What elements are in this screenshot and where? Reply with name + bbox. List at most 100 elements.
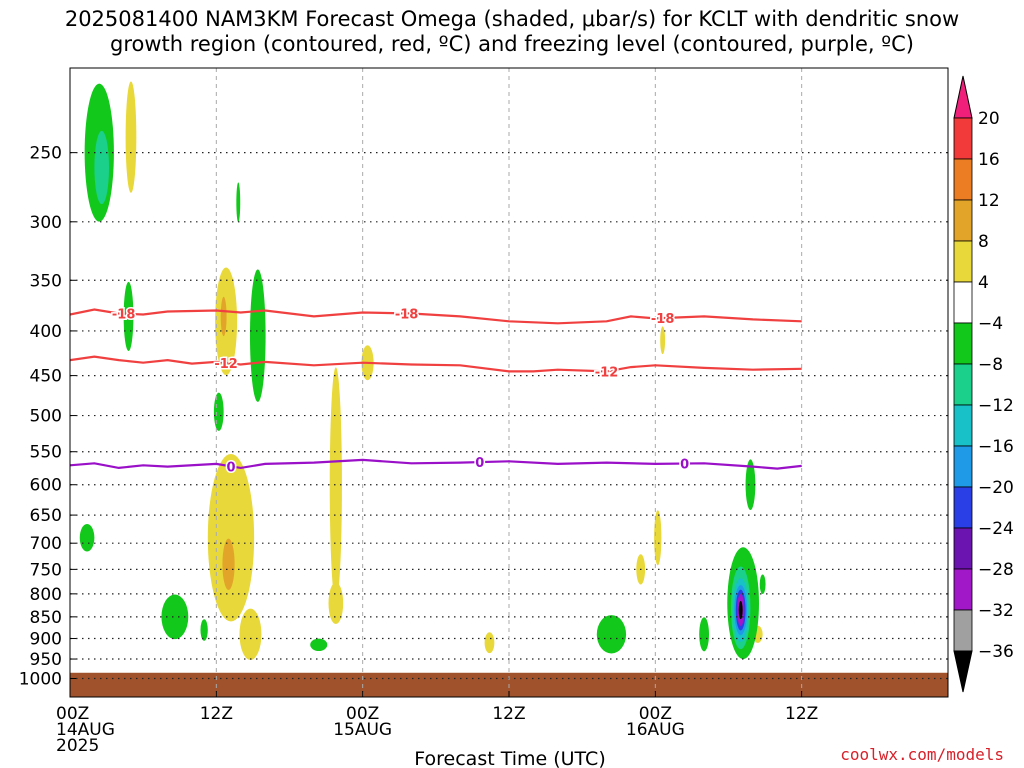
contour-line-1	[70, 355, 802, 373]
y-tick-label: 300	[30, 213, 62, 233]
omega-shade-23	[596, 615, 627, 654]
colorbar-box	[953, 281, 973, 324]
omega-shade-0	[125, 81, 137, 193]
colorbar-label: −28	[978, 560, 1014, 580]
x-tick-label: 00Z	[56, 704, 89, 724]
plot-inner: -18 -18 -18 -12 -12 0 0 0	[70, 68, 948, 697]
colorbar-box	[953, 568, 973, 611]
colorbar-label: 16	[978, 150, 1000, 170]
y-tick-label: 950	[30, 650, 62, 670]
colorbar: 20 16 12 8 4 −4 −8 −12 −16 −20 −24 −28 −32 −36	[953, 75, 1014, 693]
omega-shade-26	[759, 574, 766, 594]
omega-shade-18	[213, 392, 224, 431]
colorbar-label: 20	[978, 109, 1000, 129]
x-tick-label: 16AUG	[626, 720, 685, 740]
y-tick-label: 250	[30, 144, 62, 164]
colorbar-label: 4	[978, 273, 989, 293]
contour-label: -12	[214, 357, 238, 372]
colorbar-label: −12	[978, 396, 1014, 416]
y-tick-label: 1000	[19, 669, 62, 689]
colorbar-box	[953, 486, 973, 529]
y-tick-label: 800	[30, 585, 62, 605]
colorbar-box	[953, 322, 973, 365]
omega-shade-7	[484, 632, 495, 654]
x-tick-label: 2025	[56, 736, 99, 756]
omega-shade-20	[79, 523, 95, 552]
colorbar-box	[953, 158, 973, 201]
x-tick-label: 12Z	[785, 704, 818, 724]
omega-shade-16	[249, 269, 266, 402]
y-tick-label: 700	[30, 534, 62, 554]
x-tick-label: 15AUG	[333, 720, 392, 740]
y-tick-label: 550	[30, 443, 62, 463]
chart-title-line-2: growth region (contoured, red, ºC) and f…	[110, 32, 914, 56]
colorbar-label: −24	[978, 519, 1014, 539]
contour-line-0	[70, 308, 802, 325]
colorbar-label: −32	[978, 601, 1014, 621]
contour-label: -18	[112, 308, 136, 323]
contour-label: -18	[395, 307, 419, 322]
x-tick-label: 12Z	[492, 704, 525, 724]
omega-shade-25	[745, 459, 756, 511]
y-tick-label: 450	[30, 367, 62, 387]
omega-shade-2	[207, 453, 255, 622]
omega-shade-3	[239, 608, 262, 660]
omega-shade-27	[699, 617, 709, 652]
contour-label: -12	[595, 365, 619, 380]
colorbar-box	[953, 363, 973, 406]
x-tick-label: 00Z	[639, 704, 672, 724]
omega-shade-5	[328, 582, 344, 625]
omega-shade-34	[738, 601, 743, 620]
colorbar-label: −16	[978, 437, 1014, 457]
y-tick-label: 900	[30, 630, 62, 650]
colorbar-box	[953, 609, 973, 652]
omega-shade-9	[654, 510, 662, 566]
x-tick-label: 12Z	[200, 704, 233, 724]
omega-shade-13	[220, 296, 227, 337]
colorbar-box	[953, 240, 973, 283]
colorbar-box	[953, 404, 973, 447]
omega-shade-22	[310, 638, 328, 652]
colorbar-label: −4	[978, 314, 1003, 334]
x-tick-label: 00Z	[346, 704, 379, 724]
colorbar-label: −8	[978, 355, 1003, 375]
colorbar-label: 8	[978, 232, 989, 252]
y-tick-label: 750	[30, 560, 62, 580]
colorbar-box	[953, 527, 973, 570]
colorbar-label: −20	[978, 478, 1014, 498]
y-tick-label: 850	[30, 608, 62, 628]
credit-link[interactable]: coolwx.com/models	[840, 745, 1004, 764]
colorbar-bottom-arrow	[953, 650, 973, 693]
colorbar-label: 12	[978, 191, 1000, 211]
colorbar-label: −36	[978, 642, 1014, 662]
contour-label: 0	[475, 456, 484, 471]
omega-shade-10	[660, 326, 666, 355]
contour-label: 0	[226, 460, 235, 475]
omega-shade-28	[94, 130, 110, 205]
plot-area: -18 -18 -18 -12 -12 0 0 0	[69, 67, 949, 698]
omega-shade-19	[161, 594, 189, 640]
y-tick-label: 600	[30, 476, 62, 496]
omega-shade-12	[222, 538, 235, 590]
colorbar-box	[953, 199, 973, 242]
omega-shade-15	[123, 281, 134, 352]
x-axis-title: Forecast Time (UTC)	[414, 748, 605, 768]
colorbar-box	[953, 117, 973, 160]
omega-shade-21	[200, 619, 208, 641]
y-tick-label: 500	[30, 407, 62, 427]
omega-shade-17	[236, 182, 241, 223]
colorbar-top-arrow	[953, 75, 973, 119]
y-axis: 2503003504004505005506006507007508008509…	[19, 144, 76, 689]
y-tick-label: 400	[30, 322, 62, 342]
chart-title-line-1: 2025081400 NAM3KM Forecast Omega (shaded…	[64, 7, 960, 31]
contour-label: 0	[680, 458, 689, 473]
x-tick-label: 14AUG	[56, 720, 115, 740]
y-tick-label: 650	[30, 506, 62, 526]
colorbar-box	[953, 445, 973, 488]
contour-line-2	[70, 458, 802, 470]
contour-label: -18	[651, 312, 675, 327]
y-tick-label: 350	[30, 271, 62, 291]
omega-shade-4	[329, 367, 342, 603]
